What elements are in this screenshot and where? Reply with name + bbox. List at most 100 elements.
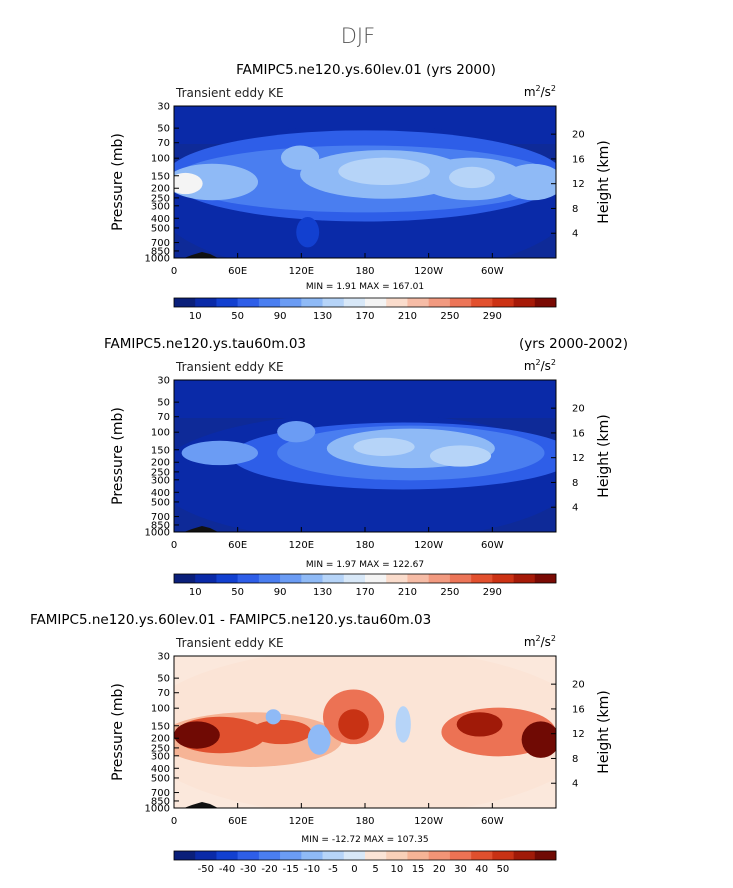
lon-tick-label: 180	[355, 266, 374, 277]
pressure-tick-label: 400	[151, 214, 170, 225]
panel-2-colorbar: 10 50 90 130 170 210 250 290	[173, 573, 557, 598]
height-axis-label: Height (km)	[596, 414, 612, 497]
pressure-axis-label: Pressure (mb)	[110, 683, 126, 781]
colorbar-swatch	[407, 574, 429, 583]
colorbar-swatch	[301, 298, 323, 307]
colorbar-swatch	[322, 851, 345, 860]
panel-1-subtitle: Transient eddy KE	[175, 86, 284, 100]
lon-tick-label: 60E	[228, 540, 247, 551]
height-tick-label: 4	[572, 229, 578, 240]
panel-1-colorbar: 10 50 90 130 170 210 250 290	[173, 297, 557, 322]
colorbar-swatch	[492, 851, 514, 860]
colorbar-tick-label: -10	[304, 864, 320, 875]
colorbar-tick-label: 50	[231, 587, 244, 598]
pressure-tick-label: 300	[151, 475, 170, 486]
lon-tick-label: 180	[355, 540, 374, 551]
lon-tick-label: 120E	[289, 540, 314, 551]
pressure-tick-label: 850	[151, 246, 170, 257]
colorbar-swatch	[449, 851, 472, 860]
colorbar-swatch	[343, 574, 366, 583]
pressure-tick-label: 250	[151, 193, 170, 204]
topography	[184, 252, 218, 258]
colorbar-swatch	[258, 574, 281, 583]
colorbar-swatch	[492, 298, 514, 307]
colorbar-tick-label: 5	[372, 864, 378, 875]
panel-1-field	[174, 106, 556, 258]
pressure-tick-label: 500	[151, 497, 170, 508]
panel-3-units: m2/s2	[524, 634, 556, 649]
contour-region	[353, 437, 415, 456]
pressure-tick-label: 100	[151, 428, 170, 439]
field-band	[174, 380, 556, 418]
pressure-tick-label: 700	[151, 512, 170, 523]
lon-tick-label: 180	[355, 816, 374, 827]
colorbar-swatch	[237, 851, 260, 860]
colorbar-swatch	[280, 574, 302, 583]
colorbar-swatch	[195, 851, 217, 860]
pressure-tick-label: 850	[151, 796, 170, 807]
height-tick-label: 16	[572, 154, 585, 165]
pressure-tick-label: 1000	[145, 528, 170, 539]
colorbar-swatch	[407, 851, 429, 860]
contour-region	[456, 712, 503, 737]
contour-region	[395, 706, 411, 743]
height-axis-label: Height (km)	[596, 690, 612, 773]
colorbar-frame	[173, 850, 557, 861]
contour-region	[521, 721, 556, 758]
colorbar-swatch	[513, 851, 536, 860]
pressure-tick-label: 70	[157, 412, 170, 423]
colorbar-swatch	[174, 298, 196, 307]
colorbar-swatch	[301, 574, 323, 583]
pressure-tick-label: 300	[151, 201, 170, 212]
colorbar-swatch	[258, 851, 281, 860]
colorbar-swatch	[322, 298, 345, 307]
lon-tick-label: 60W	[481, 266, 504, 277]
height-tick-label: 16	[572, 704, 585, 715]
colorbar-swatch	[534, 851, 557, 860]
colorbar-swatch	[237, 298, 260, 307]
colorbar-tick-label: 210	[398, 587, 417, 598]
pressure-tick-label: 150	[151, 721, 170, 732]
pressure-tick-label: 250	[151, 467, 170, 478]
height-axis-label: Height (km)	[596, 140, 612, 223]
topography	[184, 802, 218, 808]
panel-3-subtitle: Transient eddy KE	[175, 636, 284, 650]
pressure-tick-label: 50	[157, 674, 170, 685]
panel-3-stats: MIN = -12.72 MAX = 107.35	[301, 835, 428, 845]
colorbar-swatch	[280, 298, 302, 307]
pressure-tick-label: 500	[151, 773, 170, 784]
colorbar-tick-label: 40	[475, 864, 488, 875]
panel-2-stats: MIN = 1.97 MAX = 122.67	[306, 560, 424, 570]
colorbar-swatch	[216, 851, 238, 860]
contour-region	[307, 724, 331, 755]
panel-1-title: FAMIPC5.ne120.ys.60lev.01 (yrs 2000)	[236, 62, 496, 78]
colorbar-swatch	[365, 298, 387, 307]
panel-1-stats: MIN = 1.91 MAX = 167.01	[306, 282, 424, 292]
contour-region	[250, 719, 312, 745]
panel-2-subtitle: Transient eddy KE	[175, 360, 284, 374]
colorbar-swatch	[428, 851, 451, 860]
contour-region	[338, 157, 430, 186]
pressure-tick-label: 30	[157, 652, 170, 663]
colorbar-tick-label: 130	[313, 587, 332, 598]
colorbar-tick-label: 30	[454, 864, 467, 875]
panel-3-field	[174, 656, 556, 808]
pressure-tick-label: 70	[157, 138, 170, 149]
pressure-tick-label: 700	[151, 238, 170, 249]
lon-tick-label: 0	[171, 540, 177, 551]
height-tick-label: 4	[572, 779, 578, 790]
contour-region	[296, 216, 320, 248]
pressure-tick-label: 500	[151, 223, 170, 234]
pressure-tick-label: 100	[151, 704, 170, 715]
colorbar-swatch	[343, 851, 366, 860]
height-tick-label: 12	[572, 179, 585, 190]
panel-2: FAMIPC5.ne120.ys.tau60m.03 (yrs 2000-200…	[104, 336, 628, 598]
colorbar-tick-label: -50	[198, 864, 214, 875]
panel-3: FAMIPC5.ne120.ys.60lev.01 - FAMIPC5.ne12…	[30, 612, 612, 875]
colorbar-tick-label: -30	[240, 864, 256, 875]
colorbar-swatch	[174, 574, 196, 583]
lon-tick-label: 120W	[414, 266, 443, 277]
